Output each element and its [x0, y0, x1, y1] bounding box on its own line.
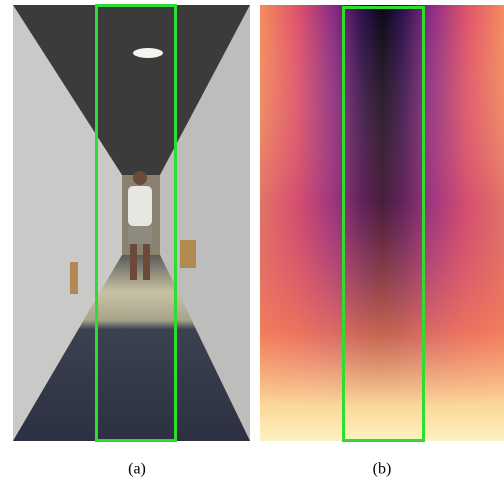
ceiling-light — [133, 48, 163, 58]
bench — [70, 262, 78, 294]
page: {"panels": [{"label": "(a)"}, {"label": … — [0, 0, 504, 485]
bench — [180, 240, 196, 268]
panel-a-image — [13, 5, 250, 441]
panel-label: (a) — [128, 461, 146, 478]
figure: (a) (b) — [0, 0, 504, 485]
panel-b-image — [260, 5, 504, 441]
panel-label: (b) — [373, 461, 392, 478]
depth-map-shading — [260, 5, 504, 441]
